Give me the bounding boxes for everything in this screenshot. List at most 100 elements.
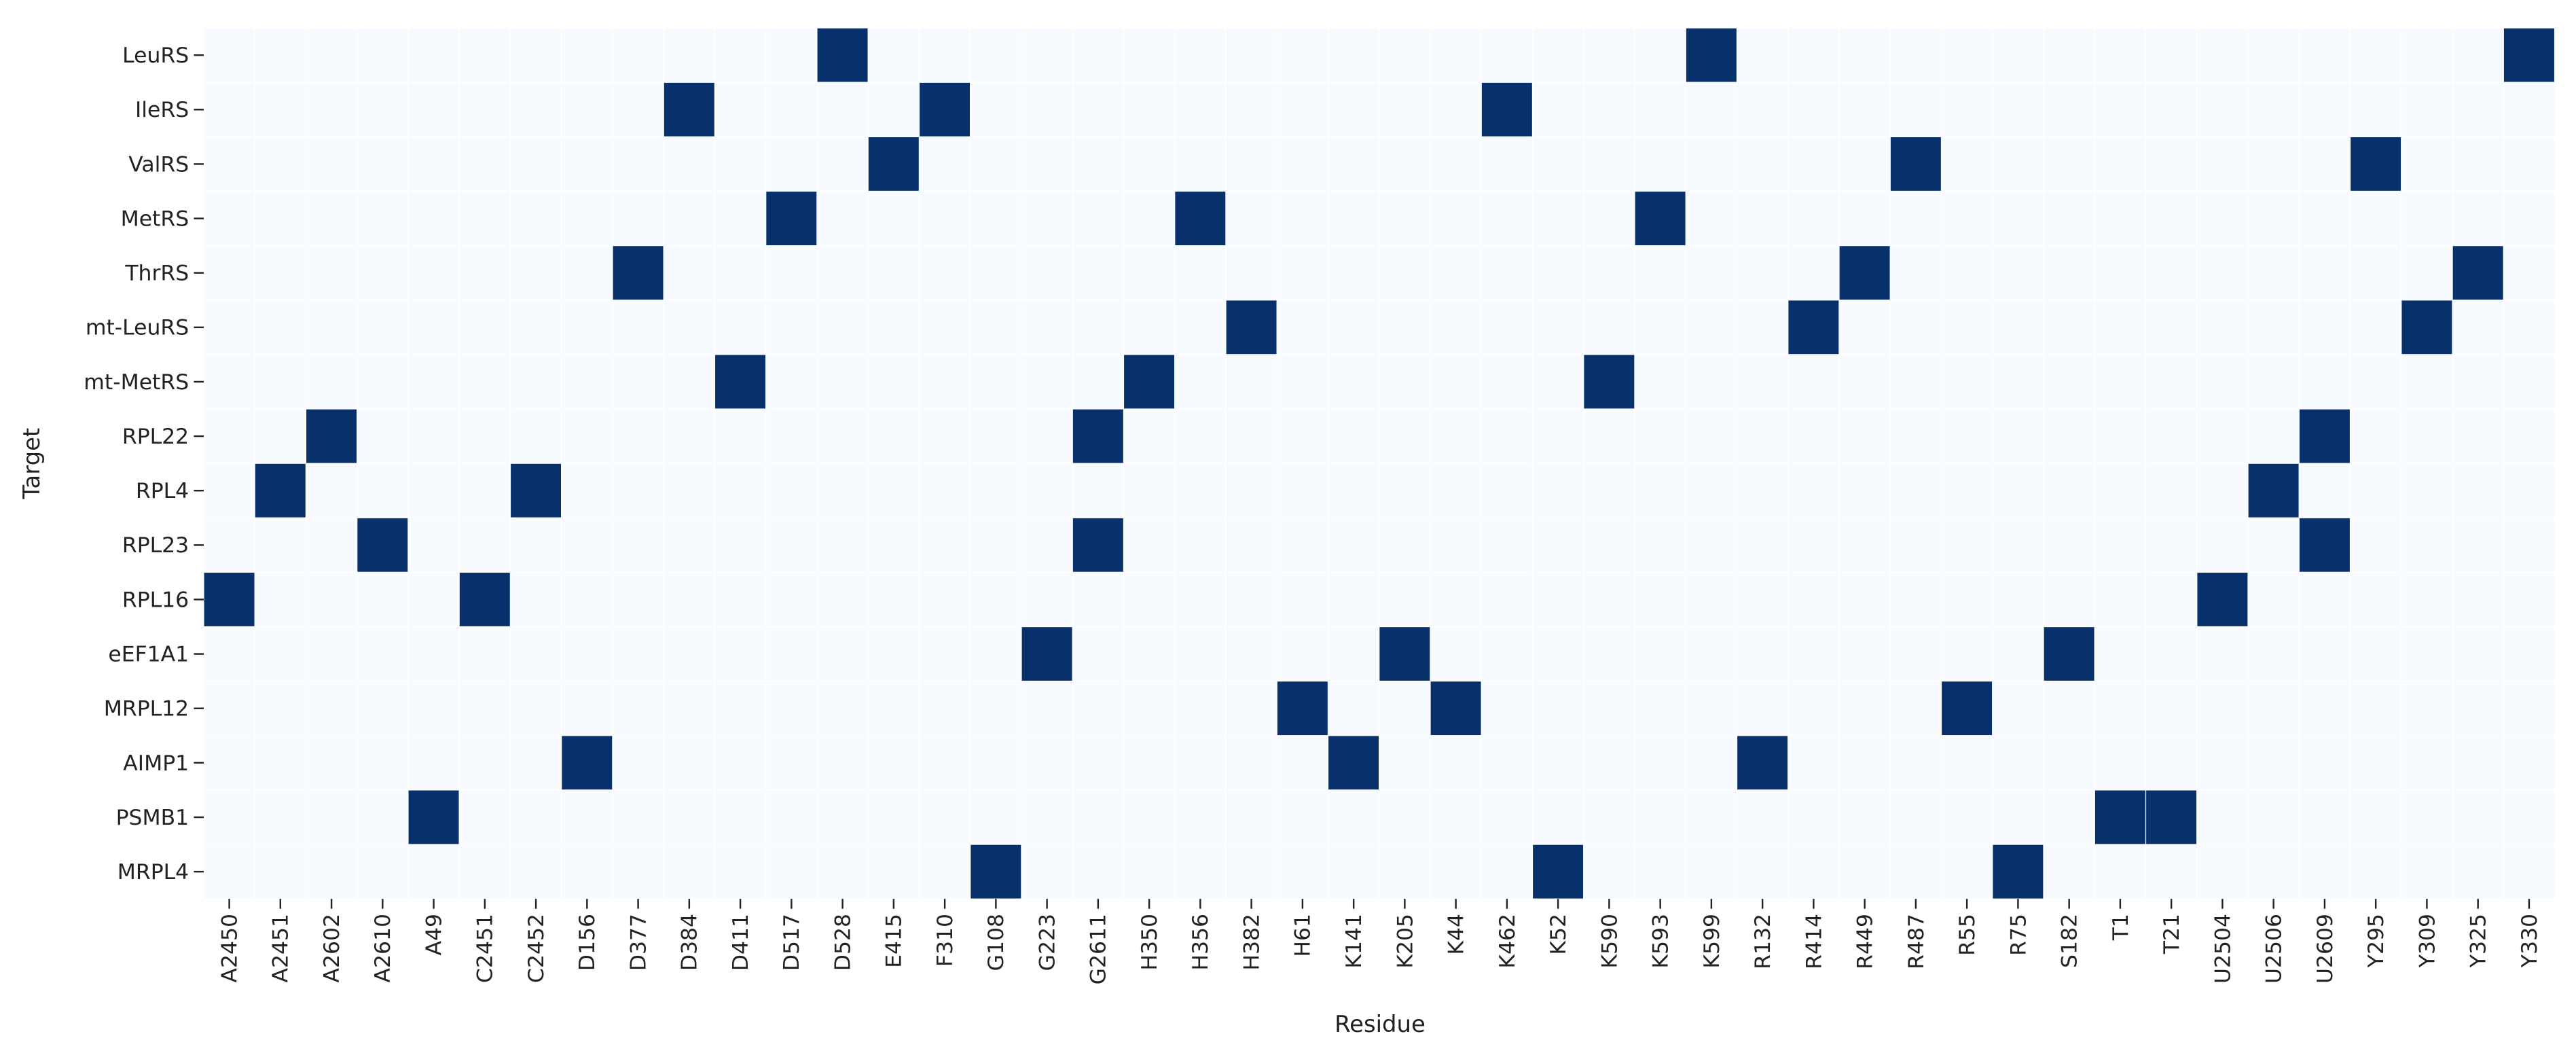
heatmap-cell bbox=[970, 82, 1022, 137]
heatmap-cell bbox=[1583, 681, 1635, 736]
heatmap-cell bbox=[203, 136, 255, 192]
heatmap-cell bbox=[2503, 789, 2556, 845]
heatmap-cell bbox=[1788, 190, 1840, 247]
heatmap-cell bbox=[714, 844, 767, 899]
heatmap-cell bbox=[1940, 517, 1993, 573]
heatmap-cell bbox=[2094, 844, 2147, 899]
heatmap-cell bbox=[1992, 735, 2044, 791]
heatmap-cell bbox=[1225, 190, 1277, 247]
heatmap-cell bbox=[1430, 136, 1482, 192]
heatmap-cell bbox=[1531, 408, 1584, 464]
heatmap-cell bbox=[2094, 517, 2147, 573]
heatmap-cell bbox=[2043, 300, 2095, 355]
heatmap-cell bbox=[2094, 190, 2147, 247]
heatmap-cell bbox=[918, 245, 971, 301]
heatmap-cell bbox=[816, 789, 869, 845]
heatmap-cell bbox=[1736, 190, 1789, 247]
heatmap-cell bbox=[254, 735, 307, 791]
heatmap-cell bbox=[1327, 571, 1380, 628]
heatmap-cell bbox=[2247, 463, 2300, 518]
heatmap-cell bbox=[1838, 354, 1891, 410]
heatmap-cell bbox=[1940, 27, 1993, 83]
heatmap-cell bbox=[867, 844, 920, 899]
heatmap-cell bbox=[2298, 517, 2351, 573]
x-tick-label: Y330 bbox=[2518, 914, 2542, 968]
y-axis-label: Target bbox=[18, 428, 45, 500]
heatmap-cell bbox=[561, 27, 613, 83]
heatmap-cell bbox=[970, 245, 1022, 301]
heatmap-cell bbox=[765, 82, 818, 137]
heatmap-cell bbox=[1583, 300, 1635, 355]
heatmap-cell bbox=[1481, 844, 1534, 899]
heatmap-cell bbox=[765, 626, 818, 682]
heatmap-cell bbox=[1889, 27, 1942, 83]
heatmap-cell bbox=[612, 844, 664, 899]
heatmap-cell bbox=[2503, 735, 2556, 791]
heatmap-cell bbox=[2094, 354, 2147, 410]
heatmap-cell bbox=[816, 136, 869, 192]
heatmap-cell bbox=[1531, 82, 1584, 137]
heatmap-cell bbox=[2196, 354, 2249, 410]
heatmap-cell bbox=[254, 571, 307, 628]
heatmap-cell bbox=[1889, 844, 1942, 899]
heatmap-cell bbox=[254, 789, 307, 845]
heatmap-cell bbox=[1072, 245, 1125, 301]
heatmap-cell bbox=[2503, 27, 2556, 83]
heatmap-cell bbox=[2503, 571, 2556, 628]
heatmap-cell bbox=[1583, 190, 1635, 247]
heatmap-cell bbox=[1889, 789, 1942, 845]
heatmap-cell bbox=[714, 136, 767, 192]
heatmap-cell bbox=[2349, 300, 2402, 355]
heatmap-cell bbox=[1838, 517, 1891, 573]
heatmap-cell bbox=[1889, 463, 1942, 518]
heatmap-cell bbox=[2349, 735, 2402, 791]
heatmap-cell bbox=[458, 517, 511, 573]
heatmap-cell bbox=[765, 408, 818, 464]
heatmap-cell bbox=[1788, 517, 1840, 573]
heatmap-cell bbox=[1225, 245, 1277, 301]
heatmap-cell bbox=[1123, 354, 1176, 410]
heatmap-cell bbox=[305, 844, 358, 899]
heatmap-cell bbox=[407, 136, 460, 192]
heatmap-cell bbox=[2247, 789, 2300, 845]
x-tick-label: C2451 bbox=[473, 914, 498, 983]
heatmap-cell bbox=[970, 136, 1022, 192]
heatmap-cell bbox=[458, 626, 511, 682]
heatmap-cell bbox=[458, 27, 511, 83]
heatmap-cell bbox=[1430, 735, 1482, 791]
heatmap-cell bbox=[2298, 735, 2351, 791]
heatmap-cell bbox=[2349, 517, 2402, 573]
heatmap-cell bbox=[970, 27, 1022, 83]
heatmap-cell bbox=[2247, 27, 2300, 83]
heatmap-cell bbox=[2094, 136, 2147, 192]
heatmap-cell bbox=[1583, 354, 1635, 410]
heatmap-cell bbox=[357, 408, 409, 464]
heatmap-cell bbox=[2094, 735, 2147, 791]
heatmap-cell bbox=[357, 735, 409, 791]
heatmap-cell bbox=[2043, 190, 2095, 247]
x-tick-label: U2609 bbox=[2313, 914, 2338, 984]
heatmap-cell bbox=[1889, 354, 1942, 410]
y-tick-label: PSMB1 bbox=[116, 806, 189, 830]
heatmap-cell bbox=[2196, 844, 2249, 899]
heatmap-cell bbox=[1123, 517, 1176, 573]
heatmap-cell bbox=[2145, 136, 2198, 192]
heatmap-cell bbox=[1940, 300, 1993, 355]
heatmap-cell bbox=[663, 571, 716, 628]
heatmap-cell bbox=[867, 463, 920, 518]
x-tick-label: G223 bbox=[1036, 914, 1060, 971]
heatmap-cell bbox=[1889, 82, 1942, 137]
heatmap-cell bbox=[2196, 626, 2249, 682]
heatmap-cell bbox=[918, 82, 971, 137]
heatmap-cell bbox=[1327, 735, 1380, 791]
heatmap-cell bbox=[254, 517, 307, 573]
x-tick-label: A2450 bbox=[217, 914, 242, 983]
heatmap-cell bbox=[2145, 408, 2198, 464]
heatmap-cell bbox=[1889, 300, 1942, 355]
heatmap-cell bbox=[458, 190, 511, 247]
heatmap-cell bbox=[1838, 463, 1891, 518]
heatmap-cell bbox=[1992, 408, 2044, 464]
heatmap-cell bbox=[2196, 408, 2249, 464]
heatmap-cell bbox=[1174, 571, 1227, 628]
